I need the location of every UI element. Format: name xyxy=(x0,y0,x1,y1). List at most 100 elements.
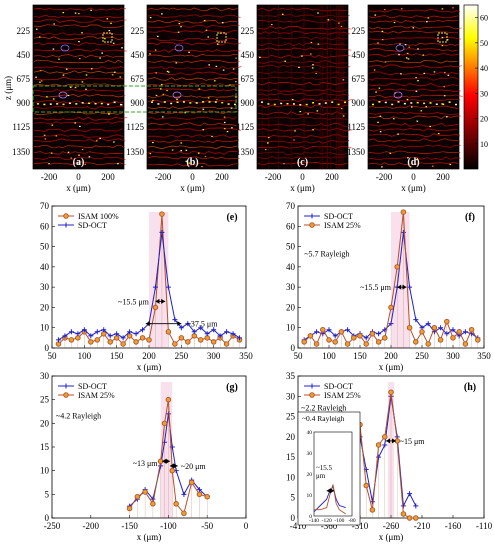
series-sd-oct xyxy=(55,229,243,343)
data-point xyxy=(237,335,243,341)
z-tick-label: 675 xyxy=(17,74,31,84)
data-point xyxy=(444,318,450,325)
z-tick-label: 675 xyxy=(131,74,145,84)
inset-y-tick-label: 10 xyxy=(307,493,313,499)
data-point xyxy=(357,333,363,339)
colorbar-scale xyxy=(463,4,479,170)
annotation-fwhm: ~15.5 μm xyxy=(118,297,150,306)
data-point xyxy=(413,317,419,323)
legend-label: SD-OCT xyxy=(78,221,107,230)
legend-label: ISAM 25% xyxy=(324,391,361,400)
fwhm-arrow-head xyxy=(386,438,391,444)
x-tick-label: 100 xyxy=(322,351,336,361)
series-isam-25- xyxy=(301,209,481,348)
data-point xyxy=(169,467,176,474)
data-point xyxy=(388,389,394,395)
annotation-fwhm: ~15.5 xyxy=(316,464,333,472)
annotation-fwhm: ~20 μm xyxy=(181,462,207,471)
series-isam-100- xyxy=(55,211,243,348)
data-point xyxy=(375,442,382,448)
data-point xyxy=(152,284,158,290)
inset-y-tick-label: 30 xyxy=(307,451,313,457)
z-tick-label: 900 xyxy=(131,98,145,108)
z-tick-label: 675 xyxy=(352,74,366,84)
z-tick-label: 1350 xyxy=(126,147,145,157)
data-point xyxy=(309,392,315,398)
data-point xyxy=(363,341,369,347)
data-point xyxy=(81,327,87,333)
panel-label: (b) xyxy=(186,157,198,168)
colorbar-tick-label: 20 xyxy=(480,115,488,124)
x-tick-label: 300 xyxy=(446,351,460,361)
y-tick-label: 70 xyxy=(286,201,296,211)
z-tick-label: 225 xyxy=(17,26,31,36)
data-point xyxy=(382,434,388,440)
data-point xyxy=(173,501,179,507)
panel-label: (h) xyxy=(464,382,476,393)
x-tick-label: -200 xyxy=(41,172,58,182)
data-point xyxy=(101,327,107,333)
x-axis-label: x (μm) xyxy=(290,183,315,193)
x-tick-label: 50 xyxy=(48,351,58,361)
data-point xyxy=(400,511,407,517)
image-background xyxy=(33,5,124,169)
fwhm-arrow-head xyxy=(391,438,396,444)
data-point xyxy=(363,335,369,341)
legend-label: SD-OCT xyxy=(78,382,107,391)
inset-fwhm-arrow-head xyxy=(326,488,331,494)
data-point xyxy=(462,329,468,335)
data-point xyxy=(181,491,187,497)
x-tick-label: -110 xyxy=(476,521,493,531)
inset-x-tick-label: -100 xyxy=(334,518,344,524)
x-axis-label: x (μm) xyxy=(379,532,404,542)
x-tick-label: 150 xyxy=(110,351,124,361)
data-point xyxy=(413,339,419,345)
y-tick-label: 0 xyxy=(291,343,296,353)
data-point xyxy=(369,507,376,513)
data-point xyxy=(63,392,69,398)
colorbar-tick-label: 50 xyxy=(480,39,488,48)
data-point xyxy=(450,335,456,341)
legend-label: SD-OCT xyxy=(324,212,353,221)
annotation-fwhm: ~15 μm xyxy=(400,437,426,446)
chart-panel-g: 0 5 10 15 20 25 30 -250 -200 -150 -100 -50 0 x (μm) (g… xyxy=(40,371,249,542)
data-point xyxy=(326,327,332,333)
data-point xyxy=(351,335,357,341)
colorbar-tick-label: 40 xyxy=(480,64,488,73)
data-point xyxy=(400,503,406,509)
y-tick-label: 10 xyxy=(40,466,50,476)
x-tick-label: -160 xyxy=(445,521,462,531)
x-tick-label: -200 xyxy=(83,521,100,531)
inset-y-tick-label: 20 xyxy=(307,472,313,478)
data-point xyxy=(94,337,101,343)
data-point xyxy=(159,229,165,235)
roi-marker-blue xyxy=(60,44,70,52)
annotation-fwhm: ~15.5 μm xyxy=(360,283,392,292)
inset-axes-frame xyxy=(313,431,353,517)
data-point xyxy=(142,489,148,495)
x-tick-label: 350 xyxy=(477,351,491,361)
x-tick-label: 0 xyxy=(244,521,249,531)
data-point xyxy=(68,337,75,343)
data-point xyxy=(376,331,382,337)
data-point xyxy=(332,333,338,339)
y-tick-label: 30 xyxy=(286,391,296,401)
data-point xyxy=(63,213,69,219)
data-point xyxy=(172,317,178,323)
image-background xyxy=(147,5,238,169)
roi-marker-purple xyxy=(393,91,403,99)
x-tick-label: 200 xyxy=(142,351,156,361)
data-point xyxy=(400,209,407,215)
data-point xyxy=(161,420,168,427)
annotation-rayleigh: ~5.7 Rayleigh xyxy=(304,250,349,259)
inset-y-tick-label: 40 xyxy=(307,430,313,436)
highlight-band xyxy=(160,382,173,518)
y-tick-label: 5 xyxy=(291,493,296,503)
data-point xyxy=(413,503,419,509)
data-point xyxy=(146,337,152,343)
z-tick-label: 1125 xyxy=(12,122,30,132)
roi-box-green xyxy=(32,85,237,113)
